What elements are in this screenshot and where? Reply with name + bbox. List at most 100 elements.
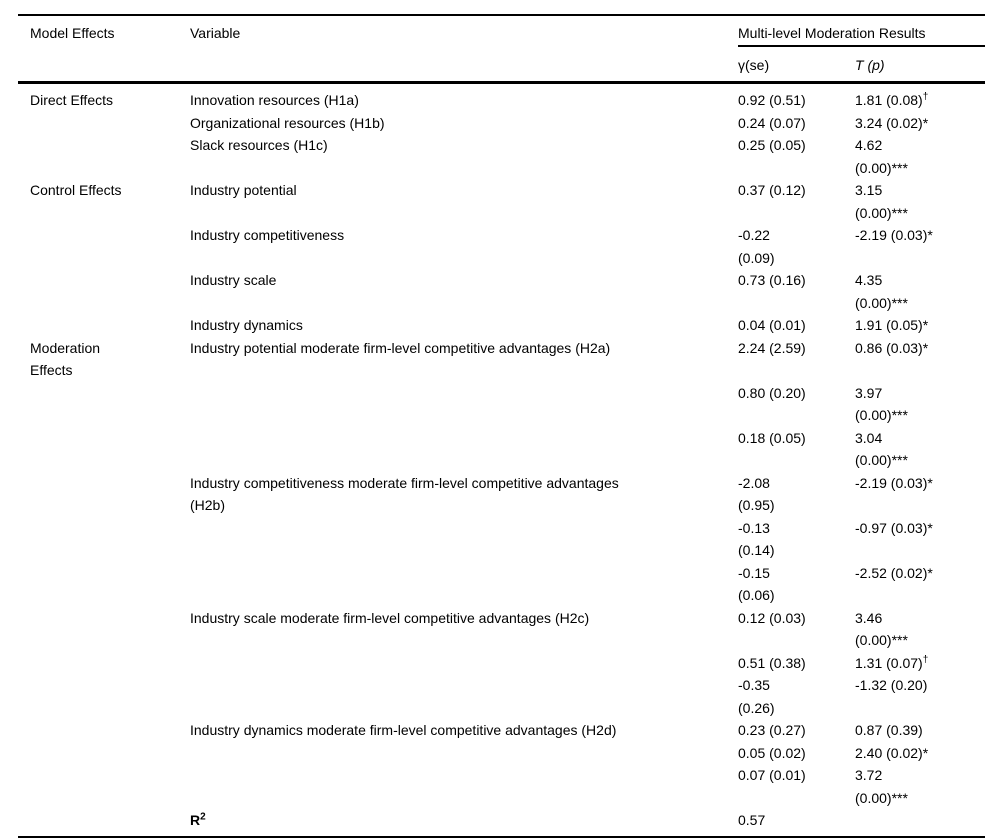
table-row: Control Effects Industry potential 0.37 (0… xyxy=(18,179,985,224)
variable-cell: Industry competitiveness moderate firm-l… xyxy=(190,474,619,514)
model-effects-cell xyxy=(18,269,190,314)
variable-cell xyxy=(190,562,738,607)
model-effects-cell xyxy=(18,472,190,517)
table-row: 0.18 (0.05) 3.04 (0.00)*** xyxy=(18,427,985,472)
gamma-se-cell: -0.15 (0.06) xyxy=(738,564,775,604)
t-p-cell: 2.40 (0.02)* xyxy=(855,744,929,761)
t-p-cell: 3.15 (0.00)*** xyxy=(855,182,908,221)
gamma-se-cell: -2.08 (0.95) xyxy=(738,474,775,514)
column-header-variable: Variable xyxy=(190,25,241,41)
t-p-cell: -2.19 (0.03)* xyxy=(855,227,933,243)
gamma-se-cell: 0.18 (0.05) xyxy=(738,429,806,446)
model-effects-cell: Control Effects xyxy=(30,182,122,198)
variable-cell: Industry competitiveness xyxy=(190,227,345,243)
t-p-cell xyxy=(855,809,985,837)
table-row: 0.80 (0.20) 3.97 (0.00)*** xyxy=(18,382,985,427)
header-row-top: Model Effects Variable Multi-level Moder… xyxy=(18,15,985,47)
column-header-t-p: T (p) xyxy=(855,46,985,84)
model-effects-cell xyxy=(18,742,190,765)
gamma-se-cell: 0.04 (0.01) xyxy=(738,317,806,333)
model-effects-cell xyxy=(18,607,190,652)
model-effects-cell xyxy=(18,562,190,607)
cell-superscript: † xyxy=(922,653,929,665)
table-row: -0.15 (0.06) -2.52 (0.02)* xyxy=(18,562,985,607)
model-effects-cell xyxy=(18,764,190,809)
variable-cell: Industry scale moderate firm-level compe… xyxy=(190,609,590,626)
page: Model Effects Variable Multi-level Moder… xyxy=(18,14,985,838)
gamma-se-cell: 0.05 (0.02) xyxy=(738,744,806,761)
column-header-gamma-se: γ(se) xyxy=(738,46,855,84)
column-header-model-effects: Model Effects xyxy=(30,25,115,41)
variable-cell xyxy=(190,764,738,809)
model-effects-cell xyxy=(18,652,190,675)
variable-cell xyxy=(190,742,738,765)
gamma-se-cell: -0.35 (0.26) xyxy=(738,677,775,716)
gamma-se-cell: 0.24 (0.07) xyxy=(738,114,806,131)
t-p-cell: 1.81 (0.08)† xyxy=(855,91,929,108)
table-body: Direct Effects Innovation resources (H1a)… xyxy=(18,83,985,837)
model-effects-cell xyxy=(18,719,190,742)
t-p-cell: -2.19 (0.03)* xyxy=(855,474,933,491)
variable-cell xyxy=(190,517,738,562)
variable-cell xyxy=(190,382,738,427)
table-row: Slack resources (H1c) 0.25 (0.05) 4.62 (0.… xyxy=(18,134,985,179)
t-p-cell: 4.62 (0.00)*** xyxy=(855,137,908,176)
variable-cell: Industry dynamics moderate firm-level co… xyxy=(190,722,617,738)
variable-cell: Organizational resources (H1b) xyxy=(190,114,385,131)
column-header-spacer-1 xyxy=(18,46,190,84)
t-p-cell: 1.91 (0.05)* xyxy=(855,317,929,333)
variable-cell: Innovation resources (H1a) xyxy=(190,92,359,108)
gamma-se-cell: 0.73 (0.16) xyxy=(738,272,806,288)
gamma-se-cell: -0.13 (0.14) xyxy=(738,519,775,559)
table-row: Direct Effects Innovation resources (H1a)… xyxy=(18,83,985,112)
model-effects-cell xyxy=(18,134,190,179)
table-row: Industry dynamics 0.04 (0.01) 1.91 (0.05)* xyxy=(18,314,985,337)
variable-cell: Industry potential xyxy=(190,182,297,198)
model-effects-cell xyxy=(18,314,190,337)
column-header-spacer-2 xyxy=(190,46,738,84)
table-row: Industry scale 0.73 (0.16) 4.35 (0.00)*** xyxy=(18,269,985,314)
t-p-cell: 3.72 (0.00)*** xyxy=(855,767,908,806)
gamma-se-cell: 0.37 (0.12) xyxy=(738,182,806,198)
variable-cell: Industry scale xyxy=(190,272,277,288)
table-row: Industry scale moderate firm-level compe… xyxy=(18,607,985,652)
model-effects-cell xyxy=(18,517,190,562)
model-effects-cell xyxy=(18,112,190,135)
t-p-cell: -0.97 (0.03)* xyxy=(855,519,933,536)
table-row: Industry competitiveness moderate firm-l… xyxy=(18,472,985,517)
t-p-cell: -2.52 (0.02)* xyxy=(855,564,933,581)
gamma-se-cell: 0.07 (0.01) xyxy=(738,767,806,783)
table-row: -0.13 (0.14) -0.97 (0.03)* xyxy=(18,517,985,562)
variable-cell xyxy=(190,652,738,675)
model-effects-cell: Direct Effects xyxy=(30,92,113,108)
t-p-cell: 0.87 (0.39) xyxy=(855,722,923,738)
table-row: Industry dynamics moderate firm-level co… xyxy=(18,719,985,742)
t-p-cell: 0.86 (0.03)* xyxy=(855,339,929,356)
table-row: 0.05 (0.02) 2.40 (0.02)* xyxy=(18,742,985,765)
model-effects-cell xyxy=(18,674,190,719)
cell-superscript: † xyxy=(922,91,929,103)
moderation-results-table: Model Effects Variable Multi-level Moder… xyxy=(18,14,985,838)
model-effects-cell xyxy=(18,809,190,837)
gamma-se-cell: 2.24 (2.59) xyxy=(738,339,806,356)
table-row: -0.35 (0.26) -1.32 (0.20) xyxy=(18,674,985,719)
variable-cell: Industry potential moderate firm-level c… xyxy=(190,339,611,356)
variable-cell: Slack resources (H1c) xyxy=(190,137,328,153)
t-p-cell: 3.46 (0.00)*** xyxy=(855,609,908,649)
model-effects-cell xyxy=(18,382,190,427)
gamma-se-cell: 0.92 (0.51) xyxy=(738,92,806,108)
t-p-cell: 3.97 (0.00)*** xyxy=(855,384,908,424)
table-row: 0.07 (0.01) 3.72 (0.00)*** xyxy=(18,764,985,809)
t-p-cell: 4.35 (0.00)*** xyxy=(855,272,908,311)
table-row: 0.51 (0.38) 1.31 (0.07)† xyxy=(18,652,985,675)
gamma-se-cell: 0.51 (0.38) xyxy=(738,654,806,671)
t-p-cell: 3.24 (0.02)* xyxy=(855,114,929,131)
model-effects-cell: Moderation Effects xyxy=(30,339,101,379)
variable-cell xyxy=(190,674,738,719)
t-p-cell: 3.04 (0.00)*** xyxy=(855,429,908,469)
gamma-se-cell: -0.22 (0.09) xyxy=(738,227,775,266)
variable-cell xyxy=(190,427,738,472)
header-row-sub: γ(se) T (p) xyxy=(18,46,985,84)
gamma-se-cell: 0.80 (0.20) xyxy=(738,384,806,401)
table-header: Model Effects Variable Multi-level Moder… xyxy=(18,15,985,84)
